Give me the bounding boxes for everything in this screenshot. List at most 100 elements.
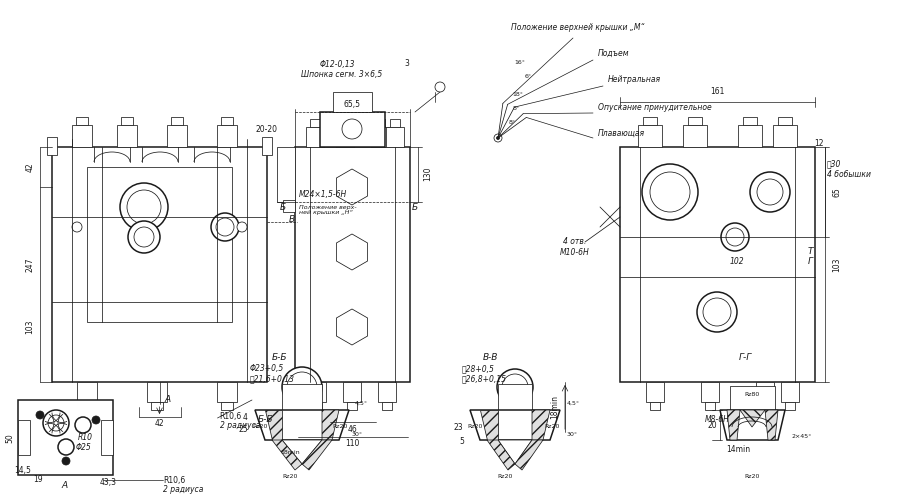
Text: Rz20: Rz20 bbox=[252, 424, 267, 430]
Bar bbox=[101, 420, 113, 455]
Bar bbox=[221, 402, 233, 410]
Text: Нейтральная: Нейтральная bbox=[608, 76, 662, 84]
Circle shape bbox=[216, 218, 234, 236]
Text: 65: 65 bbox=[832, 187, 842, 197]
Circle shape bbox=[642, 164, 698, 220]
Text: A: A bbox=[62, 480, 68, 490]
Bar bbox=[646, 382, 664, 402]
Bar bbox=[756, 382, 774, 402]
Circle shape bbox=[757, 179, 783, 205]
Bar bbox=[47, 137, 57, 155]
Text: 2 радиуса: 2 радиуса bbox=[220, 422, 260, 430]
Bar bbox=[76, 117, 88, 125]
Bar bbox=[347, 402, 357, 410]
Bar bbox=[306, 127, 324, 147]
Text: Г-Г: Г-Г bbox=[738, 352, 752, 362]
Text: Rz20: Rz20 bbox=[544, 424, 560, 430]
Bar bbox=[760, 402, 770, 410]
Text: 14,5: 14,5 bbox=[14, 466, 32, 474]
Text: B-B: B-B bbox=[482, 352, 498, 362]
Bar bbox=[121, 117, 133, 125]
Circle shape bbox=[287, 372, 317, 402]
Circle shape bbox=[48, 415, 64, 431]
Text: R10: R10 bbox=[77, 434, 93, 442]
Text: 43,3: 43,3 bbox=[100, 478, 116, 488]
Text: 30°: 30° bbox=[352, 432, 363, 438]
Text: R10,6: R10,6 bbox=[220, 412, 242, 422]
Text: 65,5: 65,5 bbox=[344, 100, 361, 110]
Circle shape bbox=[497, 136, 500, 140]
Text: Rz20: Rz20 bbox=[332, 424, 347, 430]
Polygon shape bbox=[765, 410, 778, 440]
Text: 14min: 14min bbox=[726, 446, 750, 454]
Bar bbox=[390, 119, 400, 127]
Bar bbox=[738, 125, 762, 147]
Text: 247: 247 bbox=[25, 257, 34, 272]
Text: 5: 5 bbox=[460, 438, 464, 446]
Bar bbox=[147, 382, 167, 402]
Bar bbox=[117, 125, 137, 147]
Text: Подъем: Подъем bbox=[598, 48, 629, 58]
Circle shape bbox=[494, 134, 502, 142]
Text: 130: 130 bbox=[424, 167, 433, 181]
Bar bbox=[701, 382, 719, 402]
Circle shape bbox=[497, 369, 533, 405]
Circle shape bbox=[36, 411, 44, 419]
Bar bbox=[151, 402, 163, 410]
Text: 8°: 8° bbox=[508, 120, 516, 126]
Text: 50: 50 bbox=[5, 433, 14, 443]
Circle shape bbox=[435, 82, 445, 92]
Circle shape bbox=[128, 221, 160, 253]
Polygon shape bbox=[515, 440, 543, 470]
Circle shape bbox=[127, 190, 161, 224]
Bar bbox=[730, 386, 775, 410]
Polygon shape bbox=[727, 410, 740, 440]
Bar bbox=[650, 402, 660, 410]
Bar bbox=[310, 119, 320, 127]
Bar bbox=[262, 137, 272, 155]
Text: 102: 102 bbox=[730, 258, 744, 266]
Text: ΢21,6+0,13: ΢21,6+0,13 bbox=[250, 374, 295, 384]
Text: M24×1,5-6H: M24×1,5-6H bbox=[299, 190, 347, 198]
Bar bbox=[382, 402, 392, 410]
Text: 19: 19 bbox=[33, 476, 43, 484]
Bar bbox=[283, 200, 295, 212]
Polygon shape bbox=[282, 440, 322, 464]
Bar bbox=[643, 117, 657, 125]
Bar bbox=[773, 125, 797, 147]
Polygon shape bbox=[720, 410, 785, 440]
Text: Φ23+0,5: Φ23+0,5 bbox=[250, 364, 284, 374]
Bar bbox=[781, 382, 799, 402]
Text: 2 радиуса: 2 радиуса bbox=[163, 484, 203, 494]
Bar bbox=[683, 125, 707, 147]
Circle shape bbox=[58, 439, 74, 455]
Bar bbox=[282, 384, 322, 410]
Text: 20-20: 20-20 bbox=[256, 124, 278, 134]
Text: 110: 110 bbox=[346, 440, 360, 448]
Polygon shape bbox=[480, 410, 498, 440]
Text: 25: 25 bbox=[238, 426, 248, 434]
Bar bbox=[705, 402, 715, 410]
Polygon shape bbox=[337, 234, 367, 270]
Circle shape bbox=[92, 416, 100, 424]
Text: 4,5°: 4,5° bbox=[355, 400, 368, 406]
Text: 161: 161 bbox=[710, 88, 724, 96]
Bar bbox=[72, 125, 92, 147]
Bar bbox=[308, 382, 326, 402]
Bar bbox=[81, 402, 93, 410]
Text: 103: 103 bbox=[25, 320, 34, 334]
Text: Б-Б: Б-Б bbox=[272, 352, 288, 362]
Text: 2×45°: 2×45° bbox=[792, 434, 812, 440]
Bar bbox=[171, 117, 183, 125]
Circle shape bbox=[650, 172, 690, 212]
Text: Положение верхней крышки „M“: Положение верхней крышки „M“ bbox=[511, 24, 644, 32]
Text: Rz20: Rz20 bbox=[744, 474, 760, 480]
Bar bbox=[498, 384, 532, 410]
Text: Rz20: Rz20 bbox=[283, 474, 298, 480]
Bar bbox=[87, 167, 232, 322]
Circle shape bbox=[342, 119, 362, 139]
Text: 18min: 18min bbox=[280, 450, 300, 454]
Bar bbox=[277, 147, 295, 202]
Polygon shape bbox=[532, 410, 550, 440]
Text: 30°: 30° bbox=[567, 432, 578, 438]
